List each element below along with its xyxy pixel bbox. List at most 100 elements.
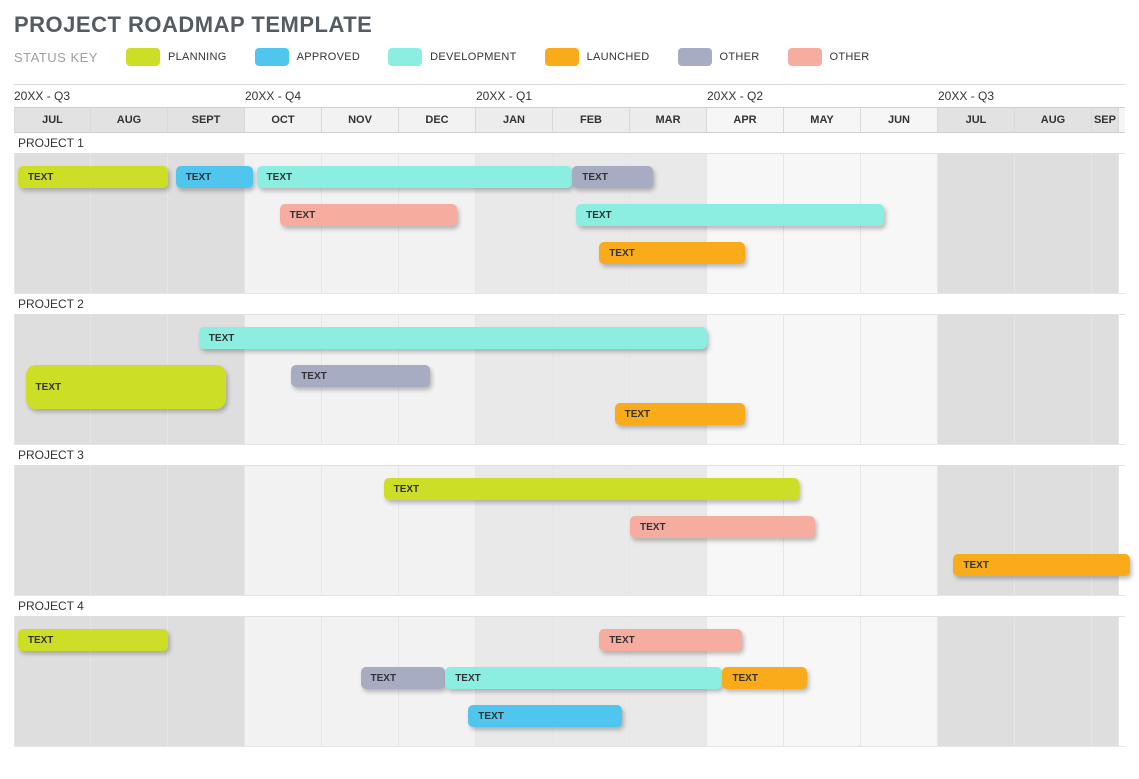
month-label: OCT	[245, 108, 322, 132]
project-header: PROJECT 1	[14, 133, 1125, 154]
gantt-bar[interactable]: TEXT	[468, 705, 622, 727]
legend-item: PLANNING	[126, 48, 227, 66]
gantt-bar-label: TEXT	[290, 210, 316, 221]
grid-col	[245, 466, 322, 595]
gantt-bar-label: TEXT	[609, 635, 635, 646]
grid-col	[861, 315, 938, 444]
gantt-bar[interactable]: TEXT	[257, 166, 573, 188]
grid-col	[91, 466, 168, 595]
month-label: JAN	[476, 108, 553, 132]
grid-col	[861, 466, 938, 595]
gantt-bar[interactable]: TEXT	[615, 403, 746, 425]
gantt-bar[interactable]: TEXT	[26, 365, 226, 409]
month-label: AUG	[91, 108, 168, 132]
project-lanes: PROJECT 1 TEXT TEXT TEXT TEXT TEXT TEXT TEXT PRO…	[14, 133, 1125, 747]
gantt-bar-label: TEXT	[963, 560, 989, 571]
grid-col	[1092, 315, 1119, 444]
month-header-row: JULAUGSEPTOCTNOVDECJANFEBMARAPRMAYJUNJUL…	[14, 107, 1125, 133]
gantt-bar[interactable]: TEXT	[572, 166, 653, 188]
month-label: NOV	[322, 108, 399, 132]
legend-text: PLANNING	[168, 51, 227, 63]
grid-col	[14, 466, 91, 595]
grid-col	[784, 315, 861, 444]
quarter-label: 20XX - Q3	[14, 85, 245, 107]
project-header: PROJECT 2	[14, 294, 1125, 315]
grid-col	[861, 617, 938, 746]
grid-col	[1015, 154, 1092, 293]
gantt-bar[interactable]: TEXT	[384, 478, 800, 500]
gantt-bar-label: TEXT	[478, 711, 504, 722]
project-lane: TEXT TEXT TEXT TEXT TEXT TEXT	[14, 617, 1125, 747]
legend-text: OTHER	[830, 51, 870, 63]
quarter-label: 20XX - Q3	[938, 85, 1119, 107]
gantt-bar-label: TEXT	[582, 172, 608, 183]
gantt-bar-label: TEXT	[267, 172, 293, 183]
gantt-bar[interactable]: TEXT	[199, 327, 707, 349]
month-label: JUL	[14, 108, 91, 132]
gantt-bar[interactable]: TEXT	[18, 629, 168, 651]
legend-swatch	[388, 48, 422, 66]
project-lane: TEXT TEXT TEXT TEXT	[14, 315, 1125, 445]
gantt-bar[interactable]: TEXT	[445, 667, 722, 689]
gantt-bar-label: TEXT	[394, 484, 420, 495]
grid-col	[1092, 617, 1119, 746]
gantt-bar-label: TEXT	[455, 673, 481, 684]
legend-swatch	[788, 48, 822, 66]
grid-col	[168, 617, 245, 746]
legend-item: OTHER	[788, 48, 870, 66]
month-label: DEC	[399, 108, 476, 132]
gantt-bar[interactable]: TEXT	[18, 166, 168, 188]
gantt-bar[interactable]: TEXT	[176, 166, 253, 188]
gantt-bar-label: TEXT	[609, 248, 635, 259]
gantt-bar[interactable]: TEXT	[722, 667, 807, 689]
legend-text: LAUNCHED	[587, 51, 650, 63]
grid-col	[1015, 315, 1092, 444]
gantt-bar[interactable]: TEXT	[630, 516, 815, 538]
month-label: APR	[707, 108, 784, 132]
grid-col	[938, 315, 1015, 444]
legend-item: OTHER	[678, 48, 760, 66]
month-label: JUL	[938, 108, 1015, 132]
grid-col	[1092, 154, 1119, 293]
legend-swatch	[545, 48, 579, 66]
month-label: MAR	[630, 108, 707, 132]
gantt-bar-label: TEXT	[36, 382, 62, 393]
gantt-bar-label: TEXT	[625, 409, 651, 420]
roadmap-chart: 20XX - Q320XX - Q420XX - Q120XX - Q220XX…	[14, 84, 1125, 747]
quarter-label: 20XX - Q1	[476, 85, 707, 107]
project-lane: TEXT TEXT TEXT TEXT TEXT TEXT TEXT	[14, 154, 1125, 294]
gantt-bar-label: TEXT	[586, 210, 612, 221]
gantt-bar[interactable]: TEXT	[599, 242, 745, 264]
month-label: FEB	[553, 108, 630, 132]
gantt-bar[interactable]: TEXT	[576, 204, 884, 226]
legend-swatch	[126, 48, 160, 66]
quarter-label: 20XX - Q2	[707, 85, 938, 107]
quarter-header-row: 20XX - Q320XX - Q420XX - Q120XX - Q220XX…	[14, 84, 1125, 107]
gantt-bar-label: TEXT	[640, 522, 666, 533]
gantt-bar[interactable]: TEXT	[599, 629, 741, 651]
gantt-bar-label: TEXT	[371, 673, 397, 684]
month-label: SEPT	[168, 108, 245, 132]
gantt-bar[interactable]: TEXT	[361, 667, 446, 689]
grid-col	[168, 466, 245, 595]
grid-col	[245, 617, 322, 746]
legend-text: OTHER	[720, 51, 760, 63]
grid-col	[938, 617, 1015, 746]
grid-col	[938, 154, 1015, 293]
gantt-bar[interactable]: TEXT	[291, 365, 430, 387]
legend: STATUS KEY PLANNINGAPPROVEDDEVELOPMENTLA…	[14, 48, 1125, 66]
project-lane: TEXT TEXT TEXT	[14, 466, 1125, 596]
project-header: PROJECT 3	[14, 445, 1125, 466]
grid-col	[1015, 617, 1092, 746]
gantt-bar[interactable]: TEXT	[280, 204, 457, 226]
project-header: PROJECT 4	[14, 596, 1125, 617]
quarter-label: 20XX - Q4	[245, 85, 476, 107]
gantt-bar[interactable]: TEXT	[953, 554, 1130, 576]
gantt-bar-label: TEXT	[301, 371, 327, 382]
gantt-bar-label: TEXT	[186, 172, 212, 183]
month-label: SEP	[1092, 108, 1119, 132]
month-label: MAY	[784, 108, 861, 132]
legend-text: DEVELOPMENT	[430, 51, 516, 63]
legend-item: DEVELOPMENT	[388, 48, 516, 66]
legend-text: APPROVED	[297, 51, 361, 63]
